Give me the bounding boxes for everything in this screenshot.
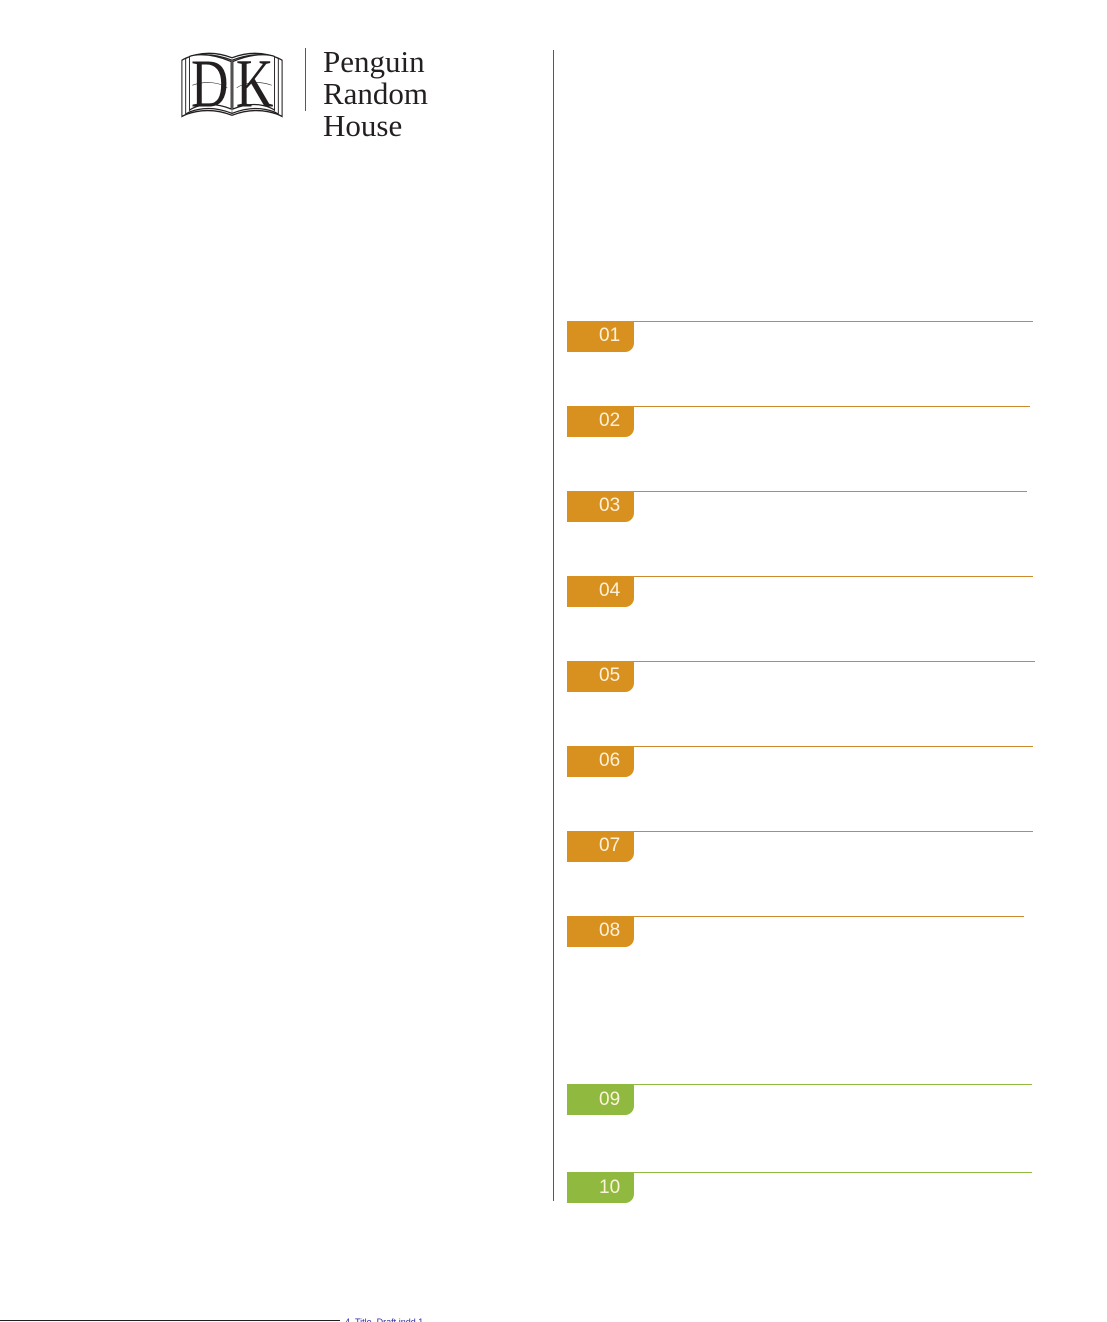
- svg-text:D: D: [191, 47, 229, 119]
- svg-text:K: K: [236, 47, 274, 119]
